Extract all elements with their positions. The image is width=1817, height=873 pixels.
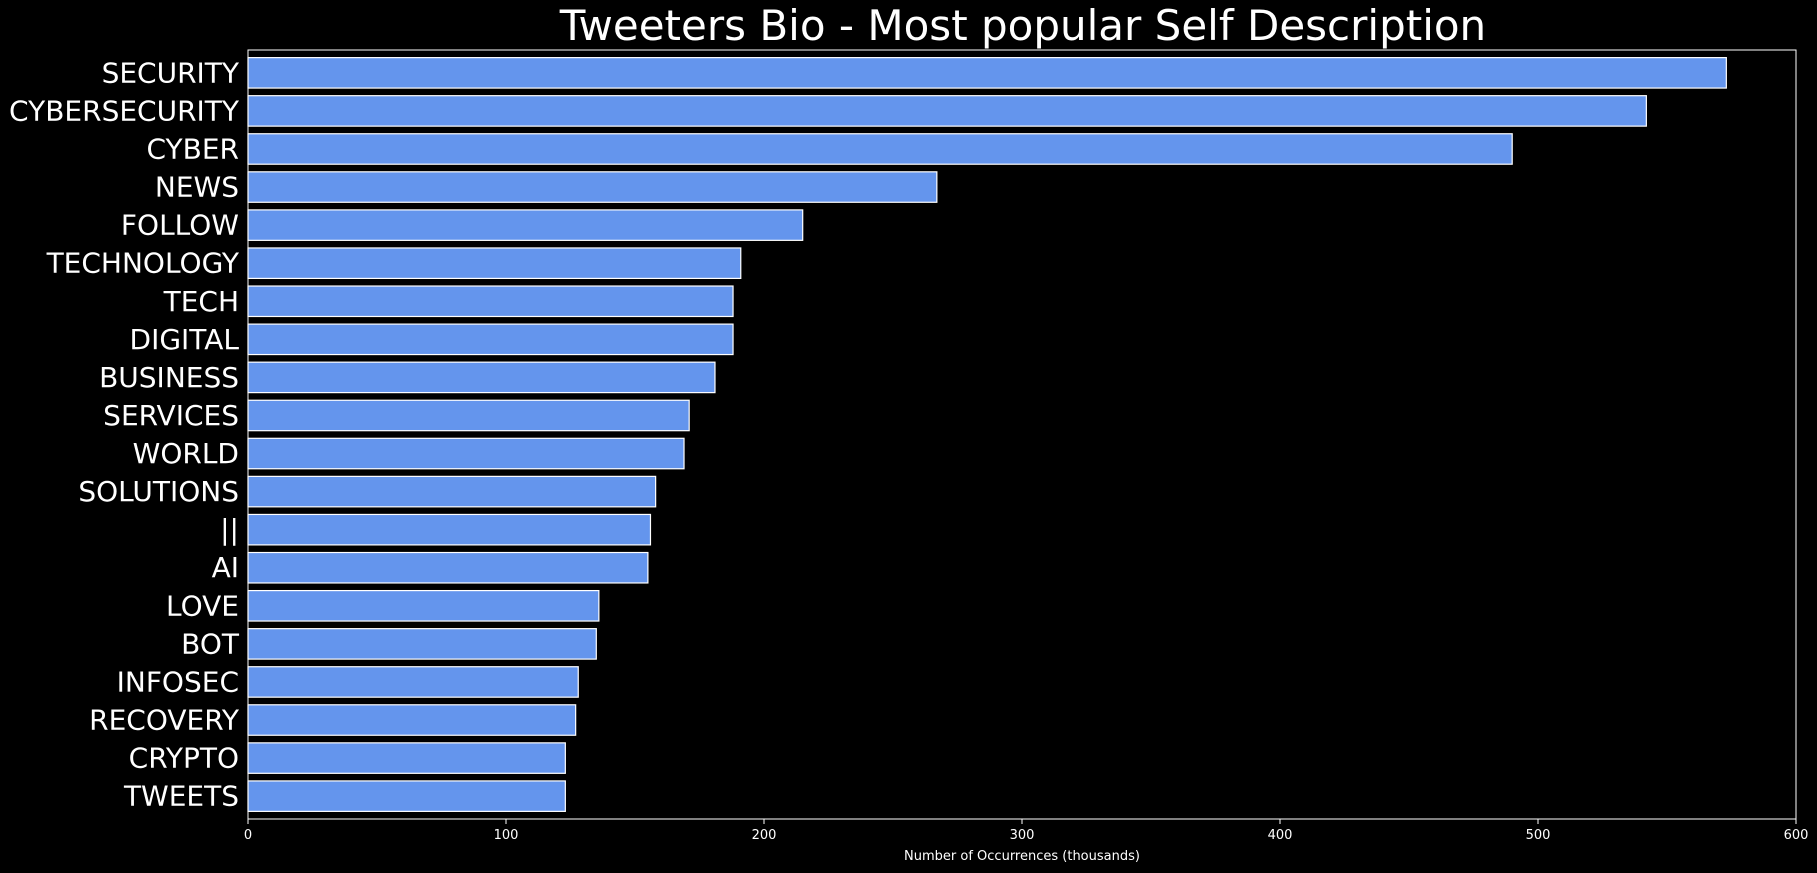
x-axis-label: Number of Occurrences (thousands) — [904, 849, 1140, 864]
bar-14 — [247, 589, 600, 622]
category-label-1: CYBERSECURITY — [9, 94, 240, 127]
bar-2 — [247, 133, 1513, 165]
bars-group — [247, 57, 1727, 812]
x-tick-label-5: 500 — [1526, 828, 1551, 843]
category-label-10: WORLD — [133, 437, 239, 470]
category-label-5: TECHNOLOGY — [46, 247, 240, 280]
category-label-13: AI — [212, 551, 239, 584]
category-label-19: TWEETS — [123, 780, 239, 813]
bar-10 — [247, 437, 685, 470]
category-label-15: BOT — [181, 627, 240, 660]
bar-1 — [247, 95, 1647, 127]
bar-19 — [247, 780, 566, 812]
x-axis-ticks: 0 100 200 300 400 500 600 — [244, 819, 1809, 843]
bar-5 — [247, 247, 742, 280]
plot-frame — [247, 49, 1797, 820]
category-label-12: || — [220, 513, 239, 546]
category-label-3: NEWS — [155, 171, 239, 204]
bar-9 — [247, 399, 690, 432]
bar-4 — [247, 209, 804, 241]
bar-0 — [247, 57, 1727, 89]
bar-11 — [247, 475, 657, 508]
x-tick-label-6: 600 — [1784, 828, 1809, 843]
bar-13 — [247, 551, 649, 584]
category-label-0: SECURITY — [102, 56, 240, 89]
bar-17 — [247, 704, 577, 736]
category-label-2: CYBER — [146, 132, 239, 165]
category-label-6: TECH — [163, 285, 239, 318]
x-tick-label-3: 300 — [1010, 828, 1035, 843]
bar-6 — [247, 285, 734, 318]
category-label-9: SERVICES — [103, 399, 239, 432]
category-label-8: BUSINESS — [99, 361, 239, 394]
chart-title: Tweeters Bio - Most popular Self Descrip… — [559, 1, 1486, 50]
bar-15 — [247, 628, 597, 660]
x-tick-label-1: 100 — [494, 828, 519, 843]
category-label-18: CRYPTO — [129, 742, 239, 775]
bar-16 — [247, 666, 579, 698]
category-label-11: SOLUTIONS — [78, 475, 239, 508]
bar-3 — [247, 171, 938, 203]
x-tick-label-2: 200 — [752, 828, 777, 843]
bar-7 — [247, 323, 734, 356]
category-label-16: INFOSEC — [117, 665, 239, 698]
category-label-4: FOLLOW — [121, 209, 239, 242]
x-tick-label-4: 400 — [1268, 828, 1293, 843]
bar-18 — [247, 742, 566, 774]
category-label-7: DIGITAL — [130, 323, 240, 356]
category-label-17: RECOVERY — [89, 704, 240, 737]
bar-12 — [247, 513, 652, 546]
category-label-14: LOVE — [166, 589, 239, 622]
category-labels: SECURITY CYBERSECURITY CYBER NEWS FOLLOW TECH… — [9, 56, 240, 812]
x-tick-label-0: 0 — [244, 828, 252, 843]
bar-8 — [247, 361, 716, 394]
